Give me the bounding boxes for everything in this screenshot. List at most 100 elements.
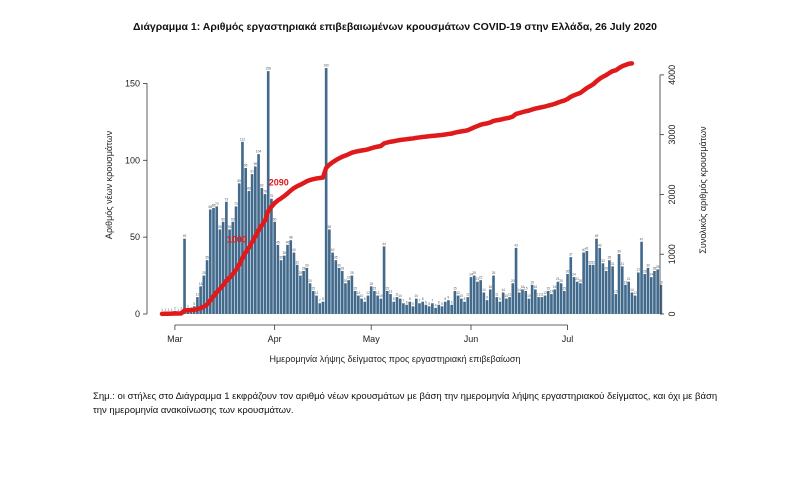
y-tick-label-right: 4000 xyxy=(667,65,677,85)
bar-value-label: 5 xyxy=(441,302,443,306)
bar-value-label: 25 xyxy=(492,271,496,275)
bars-layer xyxy=(160,68,663,314)
bar-value-label: 8 xyxy=(322,297,324,301)
bar-value-label: 15 xyxy=(453,286,457,290)
bar-value-label: 13 xyxy=(550,290,554,294)
bar-value-label: 22 xyxy=(479,276,483,280)
bar xyxy=(646,267,650,314)
bar xyxy=(453,290,457,314)
bar-value-label: 12 xyxy=(543,291,547,295)
x-tick-label: Jun xyxy=(464,334,479,344)
bar xyxy=(286,244,289,314)
cumulative-line-layer: 100020904193 xyxy=(159,0,643,317)
bar-value-label: 19 xyxy=(530,280,534,284)
bar-value-label: 14 xyxy=(517,288,521,292)
bar-value-label: 28 xyxy=(302,266,306,270)
bar xyxy=(511,283,515,314)
bar-value-label: 11 xyxy=(395,293,399,297)
bar xyxy=(328,229,331,314)
bar-value-label: 112 xyxy=(240,137,245,141)
bar-value-label: 28 xyxy=(340,266,344,270)
bar-value-label: 5 xyxy=(193,302,195,306)
bar xyxy=(389,294,392,314)
bar-value-label: 45 xyxy=(276,240,280,244)
bar xyxy=(189,310,193,314)
bar-value-label: 14 xyxy=(630,288,634,292)
bar-value-label: 29 xyxy=(656,265,660,269)
bar-value-label: 30 xyxy=(337,263,341,267)
bar xyxy=(273,221,276,314)
bar-value-label: 10 xyxy=(505,294,509,298)
bar xyxy=(373,290,376,314)
bar-value-label: 16 xyxy=(534,285,538,289)
bar-value-label: 16 xyxy=(489,285,493,289)
bar xyxy=(225,201,228,314)
bar-value-label: 80 xyxy=(247,187,251,191)
bar-value-label: 35 xyxy=(205,256,209,260)
bar xyxy=(514,247,518,314)
bar xyxy=(334,260,338,314)
bar-value-label: 35 xyxy=(279,256,283,260)
bar-value-label: 30 xyxy=(646,263,650,267)
bar-value-label: 30 xyxy=(305,263,309,267)
bar-value-label: 31 xyxy=(611,262,615,266)
y-tick-label-right: 2000 xyxy=(667,184,677,204)
chart-title: Διάγραμμα 1: Αριθμός εργαστηριακά επιβεβ… xyxy=(133,21,657,33)
bar-value-label: 15 xyxy=(353,286,357,290)
y-tick-label-right: 1000 xyxy=(667,244,677,264)
bar-value-label: 69 xyxy=(212,203,216,207)
bar-value-label: 28 xyxy=(604,266,608,270)
bar xyxy=(604,270,608,314)
bar-value-label: 55 xyxy=(218,225,222,229)
bar xyxy=(450,304,453,314)
bar xyxy=(617,254,621,314)
bar xyxy=(437,304,441,314)
bar xyxy=(276,244,280,314)
bar-value-label: 25 xyxy=(472,271,476,275)
cumulative-label: 2090 xyxy=(269,178,289,188)
bar xyxy=(434,307,437,314)
bar xyxy=(482,292,486,314)
bar xyxy=(376,295,379,314)
bar xyxy=(199,286,202,314)
bar-value-label: 5 xyxy=(428,302,430,306)
bar xyxy=(385,290,389,314)
bar xyxy=(485,300,489,314)
bar xyxy=(653,270,656,314)
bar xyxy=(479,280,482,314)
bar xyxy=(440,306,444,314)
bar-value-label: 28 xyxy=(653,266,657,270)
bar-value-label: 26 xyxy=(643,270,647,274)
bar-value-label: 10 xyxy=(414,294,418,298)
cumulative-label: 4193 xyxy=(623,0,643,2)
bar-value-label: 21 xyxy=(476,277,480,281)
bar-value-label: 45 xyxy=(286,240,290,244)
bar-value-label: 13 xyxy=(389,290,393,294)
bar-value-label: 55 xyxy=(228,225,232,229)
bar-value-label: 70 xyxy=(234,202,238,206)
bar-value-label: 12 xyxy=(376,291,380,295)
bar-value-label: 20 xyxy=(559,279,563,283)
bar xyxy=(340,270,344,314)
bar-value-label: 35 xyxy=(608,256,612,260)
bar xyxy=(488,289,492,314)
bar xyxy=(443,301,447,314)
bar xyxy=(572,277,576,314)
bar xyxy=(421,301,425,314)
bar xyxy=(231,221,235,314)
bar-value-label: 15 xyxy=(546,286,550,290)
y-tick-label-left: 150 xyxy=(125,78,140,88)
bar xyxy=(501,292,505,314)
bar-value-label: 55 xyxy=(328,225,332,229)
bar-value-label: 95 xyxy=(244,163,248,167)
bar xyxy=(611,266,614,314)
bar xyxy=(311,290,315,314)
bar xyxy=(601,263,605,314)
bar-value-label: 10 xyxy=(460,294,464,298)
bar-value-label: 15 xyxy=(386,286,390,290)
bar xyxy=(289,240,293,314)
cumulative-line xyxy=(159,61,635,317)
bar-value-label: 91 xyxy=(250,170,254,174)
bar-value-label: 2 xyxy=(174,306,176,310)
